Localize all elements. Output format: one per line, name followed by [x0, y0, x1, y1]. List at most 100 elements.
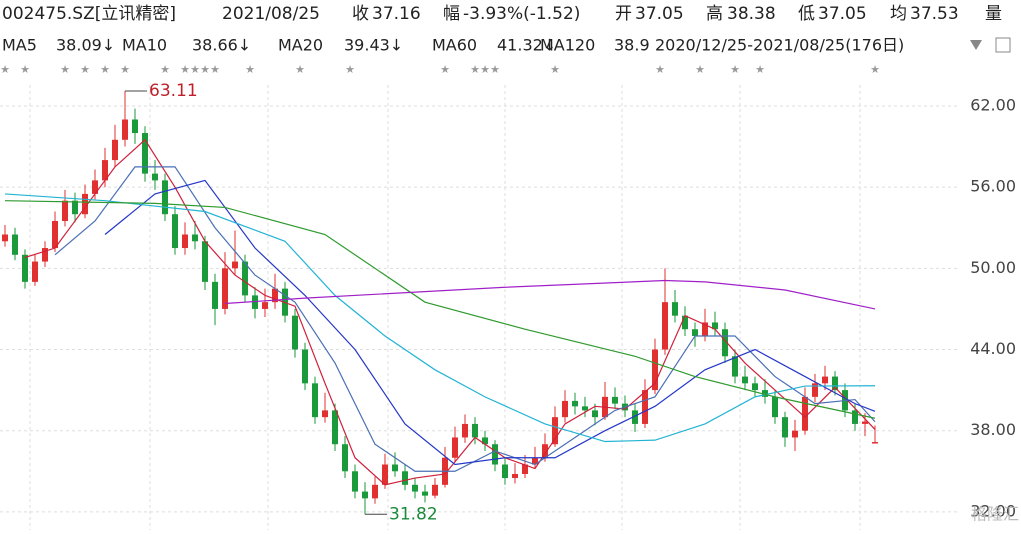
- candle-body: [2, 234, 8, 242]
- stock-code: 002475.SZ[立讯精密]: [2, 4, 176, 24]
- candle-body: [252, 295, 258, 309]
- legend-value: 39.43↓: [344, 36, 403, 55]
- candle-body: [732, 356, 738, 377]
- candle-body: [312, 383, 318, 418]
- candle-body: [852, 410, 858, 424]
- annotation: 63.11: [149, 81, 198, 101]
- ma-line: [104, 179, 876, 466]
- candle-body: [72, 200, 78, 215]
- candle-body: [542, 444, 548, 458]
- field-label: 高: [706, 4, 723, 24]
- star-icon: ★: [0, 63, 10, 76]
- candle-body: [232, 261, 238, 269]
- candle-body: [812, 383, 818, 397]
- candle-body: [722, 329, 728, 357]
- candle-body: [472, 423, 478, 438]
- field-value: 37.05: [635, 4, 684, 24]
- y-tick-label: 38.00: [970, 420, 1016, 439]
- field-label: 幅: [443, 4, 460, 24]
- candle-body: [82, 193, 88, 215]
- candle-body: [242, 261, 248, 296]
- ma-line: [4, 200, 876, 419]
- candle-body: [372, 484, 378, 499]
- y-tick-label: 56.00: [970, 177, 1016, 196]
- candle-body: [52, 220, 58, 249]
- candle-body: [262, 302, 268, 309]
- field-label: 低: [798, 4, 815, 24]
- field-label: 均: [890, 4, 907, 24]
- candle-body: [452, 437, 458, 458]
- watermark: 格隆汇: [971, 505, 1019, 524]
- candle-body: [302, 349, 308, 384]
- candle-body: [152, 173, 158, 181]
- legend-value: 38.9: [614, 36, 650, 55]
- star-icon: ★: [180, 63, 190, 76]
- candle-body: [762, 390, 768, 397]
- candle-body: [772, 396, 778, 418]
- candle-body: [712, 322, 718, 330]
- candle-body: [612, 396, 618, 404]
- candle-body: [92, 180, 98, 194]
- candle-body: [162, 180, 168, 215]
- ma-line: [4, 193, 876, 443]
- annotation: 31.82: [389, 504, 438, 524]
- candle-body: [822, 376, 828, 384]
- candle-body: [382, 464, 388, 485]
- candle-body: [652, 349, 658, 391]
- field-label: 量: [985, 4, 1002, 24]
- field-label: 开: [615, 4, 632, 24]
- star-icon: ★: [160, 63, 170, 76]
- star-icon: ★: [480, 63, 490, 76]
- star-icon: ★: [210, 63, 220, 76]
- candle-body: [272, 288, 278, 303]
- candle-body: [202, 241, 208, 282]
- ma-line: [24, 138, 876, 486]
- star-icon: ★: [695, 63, 705, 76]
- legend-name: MA120: [540, 36, 595, 55]
- field-value: -3.93%(-1.52): [463, 4, 580, 24]
- candle-body: [502, 464, 508, 479]
- candle-body: [322, 410, 328, 418]
- star-icon: ★: [100, 63, 110, 76]
- date: 2021/08/25: [222, 4, 320, 24]
- star-icon: ★: [655, 63, 665, 76]
- candle-body: [62, 200, 68, 221]
- candle-body: [742, 376, 748, 384]
- candle-body: [342, 444, 348, 472]
- candle-body: [12, 234, 18, 255]
- candle-body: [792, 430, 798, 438]
- legend-name: MA60: [432, 36, 477, 55]
- candle-body: [862, 421, 868, 424]
- candle-body: [662, 302, 668, 350]
- dropdown-icon[interactable]: [970, 40, 982, 50]
- ma-line: [224, 279, 876, 310]
- candle-body: [752, 383, 758, 391]
- legend-value: 38.66↓: [192, 36, 251, 55]
- candle-body: [332, 410, 338, 445]
- settings-icon[interactable]: [995, 37, 1011, 53]
- candle-body: [592, 410, 598, 418]
- star-icon: ★: [550, 63, 560, 76]
- star-icon: ★: [295, 63, 305, 76]
- candle-body: [292, 315, 298, 350]
- y-tick-label: 62.00: [970, 95, 1016, 114]
- ma-line: [54, 166, 876, 472]
- field-value: 38.38: [727, 4, 776, 24]
- candle-body: [222, 268, 228, 309]
- legend-value: 38.09↓: [56, 36, 115, 55]
- field-label: 收: [352, 4, 369, 24]
- y-tick-label: 44.00: [970, 339, 1016, 358]
- star-icon: ★: [60, 63, 70, 76]
- field-value: 37.53: [910, 4, 959, 24]
- star-icon: ★: [345, 63, 355, 76]
- star-icon: ★: [470, 63, 480, 76]
- candle-body: [872, 442, 878, 444]
- candle-body: [532, 457, 538, 465]
- candle-body: [122, 119, 128, 140]
- y-tick-label: 50.00: [970, 258, 1016, 277]
- candle-body: [132, 119, 138, 134]
- candle-body: [102, 160, 108, 181]
- y-tick-label: 32.00: [970, 501, 1016, 520]
- legend-value: 41.32↓: [497, 36, 556, 55]
